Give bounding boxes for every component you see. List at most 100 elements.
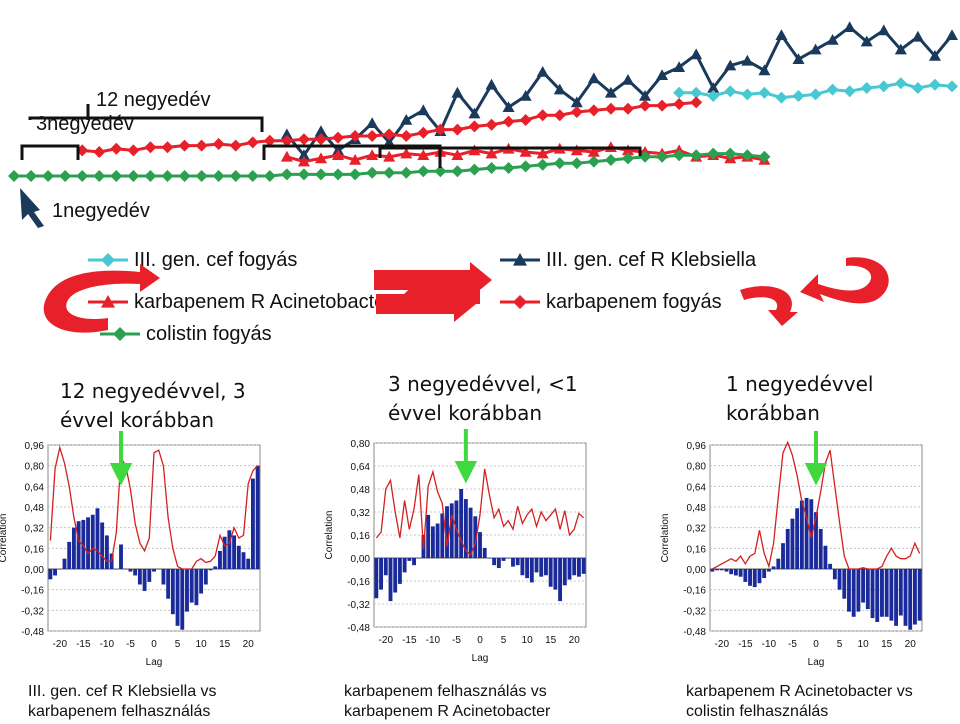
correlation-bar [733, 569, 738, 576]
x-tick-label: 5 [837, 639, 843, 650]
correlation-bar [771, 566, 776, 569]
correlation-bar [567, 558, 572, 580]
correlation-bar [222, 536, 227, 569]
data-point [656, 150, 669, 163]
data-point [843, 85, 856, 98]
data-point [349, 130, 362, 142]
data-point [553, 109, 566, 122]
data-point [741, 88, 754, 101]
x-tick-label: -20 [379, 635, 394, 646]
correlation-bar [719, 569, 724, 571]
y-tick-label: 0,16 [25, 544, 45, 555]
correlation-bar [795, 508, 800, 569]
data-point [76, 170, 89, 182]
data-point [297, 149, 310, 160]
y-tick-label: -0,16 [21, 586, 44, 597]
x-tick-label: 0 [151, 639, 157, 650]
data-point [707, 82, 720, 93]
correlation-bar [251, 478, 255, 569]
correlation-bar [71, 527, 76, 569]
data-point [93, 146, 106, 158]
correlation-bar [766, 569, 771, 572]
correlation-bar [520, 558, 525, 576]
data-point [332, 168, 345, 181]
data-point [110, 142, 123, 155]
correlation-bar [203, 569, 208, 585]
data-point [161, 141, 174, 154]
data-point [673, 86, 686, 99]
x-tick-label: 10 [196, 639, 208, 650]
data-point [349, 154, 362, 165]
x-axis-label: Lag [472, 653, 489, 664]
data-point [519, 114, 532, 126]
data-point [417, 149, 430, 160]
correlation-bar [170, 569, 175, 615]
correlation-bar [818, 528, 823, 569]
data-point [161, 170, 174, 182]
correlation-bar [875, 569, 880, 622]
data-point [400, 114, 413, 125]
correlation-bar [53, 569, 57, 576]
legend: III. gen. cef fogyás III. gen. cef R Kleb… [88, 249, 757, 345]
x-tick-label: 20 [243, 639, 255, 650]
data-point [59, 170, 72, 182]
correlation-bar [501, 558, 506, 561]
data-point [144, 141, 157, 154]
data-point [604, 154, 617, 166]
data-point [928, 78, 941, 91]
y-tick-label: -0,16 [683, 586, 706, 597]
data-point [485, 118, 498, 131]
correlation-bar [861, 569, 866, 603]
correlation-bar [62, 558, 67, 569]
data-point [928, 50, 941, 61]
data-point [314, 168, 327, 181]
correlation-bar [435, 523, 440, 558]
y-tick-label: 0,48 [25, 503, 45, 514]
data-point [314, 133, 327, 146]
data-point [178, 170, 191, 182]
x-tick-label: -15 [76, 639, 91, 650]
data-point [332, 131, 345, 144]
data-point [42, 170, 55, 182]
data-point [400, 130, 413, 142]
correlation-bar [865, 569, 870, 610]
data-point [860, 82, 873, 94]
data-point [604, 102, 617, 115]
correlation-bar [156, 569, 161, 570]
panel-1-title: 12 negyedévvel, 3 évvel korábban [60, 379, 246, 432]
bracket-mid [262, 144, 442, 168]
data-point [877, 80, 890, 93]
data-point [383, 166, 396, 179]
correlation-bar [492, 558, 497, 566]
correlation-bar [48, 569, 53, 580]
correlation-bar [799, 500, 804, 569]
data-point [707, 147, 720, 160]
y-tick-label: 0,80 [351, 439, 371, 450]
confidence-line [49, 445, 259, 570]
data-point [297, 133, 310, 146]
data-point [246, 136, 259, 149]
correlation-bar [137, 569, 142, 585]
data-point [587, 155, 600, 168]
data-point [383, 150, 396, 162]
data-point [724, 147, 737, 160]
correlation-bar [856, 569, 861, 612]
y-tick-label: 0,80 [25, 462, 45, 473]
decorative-arrows [43, 257, 889, 333]
legend-marker-icon [513, 253, 527, 266]
correlation-bar [86, 517, 90, 569]
correlation-bar [416, 558, 421, 559]
data-point [639, 90, 652, 101]
x-tick-label: 5 [501, 635, 507, 646]
legend-label: karbapenem fogyás [546, 291, 722, 313]
x-tick-label: -20 [53, 639, 68, 650]
data-point [297, 168, 310, 181]
correlation-bar [898, 569, 903, 616]
data-point [519, 90, 532, 101]
data-point [195, 170, 208, 182]
highlight-arrow-icon [109, 431, 133, 486]
correlation-bar [880, 569, 884, 617]
data-point [229, 139, 242, 152]
y-tick-label: 0,00 [687, 565, 707, 576]
